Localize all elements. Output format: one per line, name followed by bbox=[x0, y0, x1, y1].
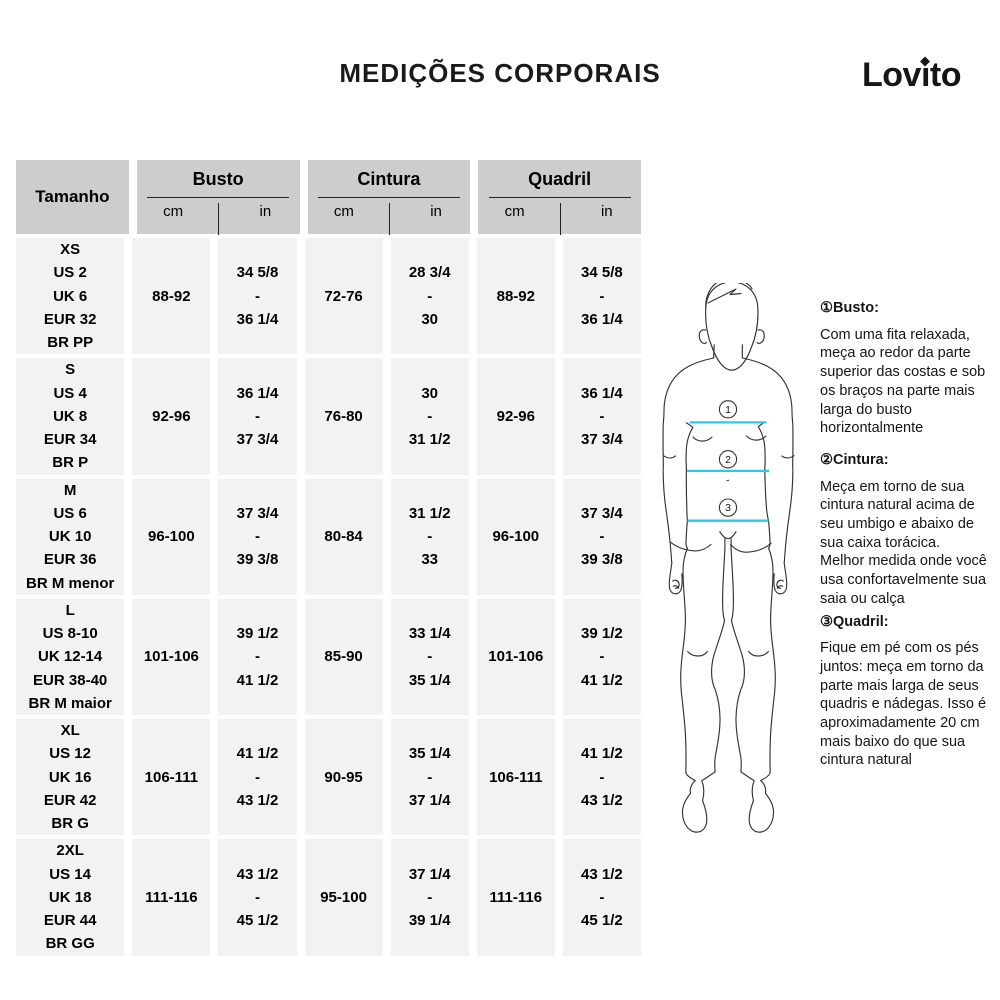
svg-text:3: 3 bbox=[725, 502, 731, 514]
svg-text:1: 1 bbox=[725, 404, 731, 416]
svg-text:2: 2 bbox=[725, 454, 731, 466]
